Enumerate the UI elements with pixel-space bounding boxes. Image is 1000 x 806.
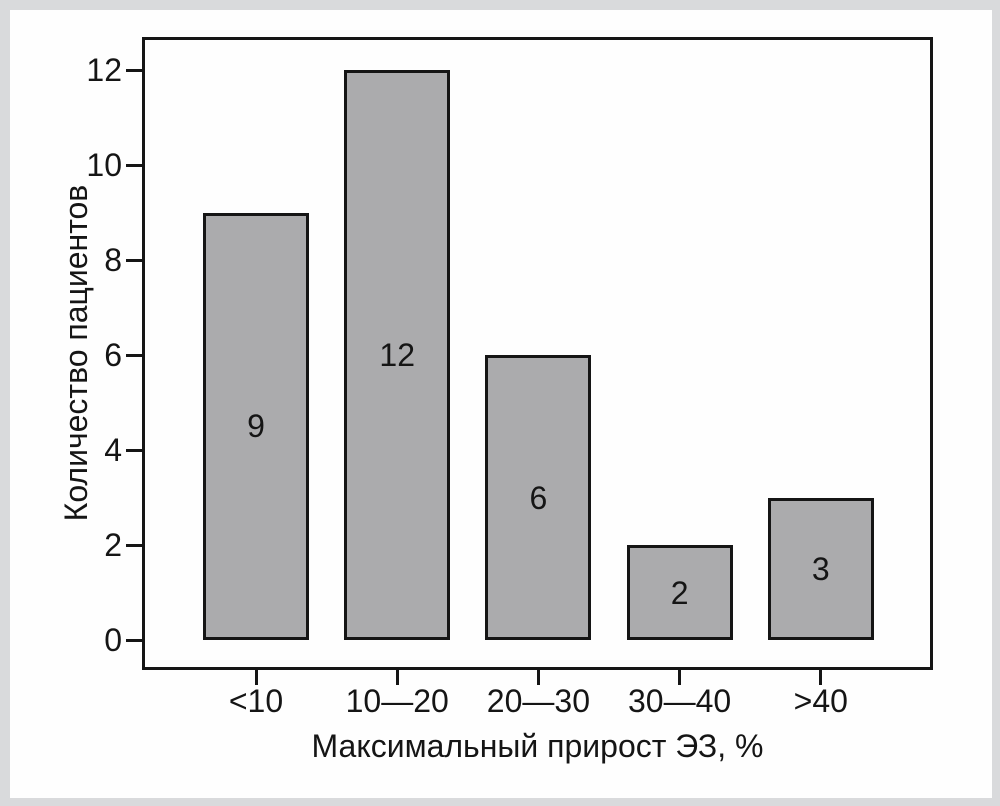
y-axis-title: Количество пациентов: [58, 184, 94, 522]
x-tick: [395, 668, 399, 685]
y-tick: [126, 353, 142, 357]
y-tick: [126, 68, 142, 72]
x-tick-label: 10—20: [345, 683, 449, 719]
x-tick-label: >40: [793, 683, 848, 719]
bar: [203, 212, 309, 640]
y-tick-label: 2: [104, 527, 122, 563]
bar: [344, 70, 451, 640]
x-tick: [254, 668, 258, 685]
x-axis-title: Максимальный прирост ЭЗ, %: [311, 728, 764, 764]
bar-value-label: 12: [379, 337, 415, 373]
bar: [485, 355, 592, 640]
bar-value-label: 2: [670, 574, 689, 611]
y-tick: [126, 543, 142, 547]
x-tick-label: 20—30: [486, 683, 590, 719]
y-tick: [126, 448, 142, 452]
y-tick: [126, 163, 142, 167]
y-tick-label: 0: [104, 622, 122, 658]
bar-value-label: 6: [529, 479, 548, 516]
bar: [626, 545, 733, 640]
y-tick: [126, 638, 142, 642]
y-tick: [126, 258, 142, 262]
x-tick-label: <10: [228, 683, 284, 719]
bar-value-label: 9: [247, 408, 265, 445]
x-tick-label: 30—40: [628, 683, 732, 719]
y-tick-label: 4: [104, 432, 122, 468]
y-tick-label: 8: [104, 242, 122, 278]
x-tick: [819, 668, 823, 685]
y-tick-label: 12: [86, 52, 122, 88]
x-tick: [678, 668, 682, 685]
bar: [767, 497, 874, 640]
bar-value-label: 3: [811, 550, 830, 587]
x-tick: [536, 668, 540, 685]
y-tick-label: 6: [104, 337, 122, 373]
y-tick-label: 10: [86, 147, 122, 183]
